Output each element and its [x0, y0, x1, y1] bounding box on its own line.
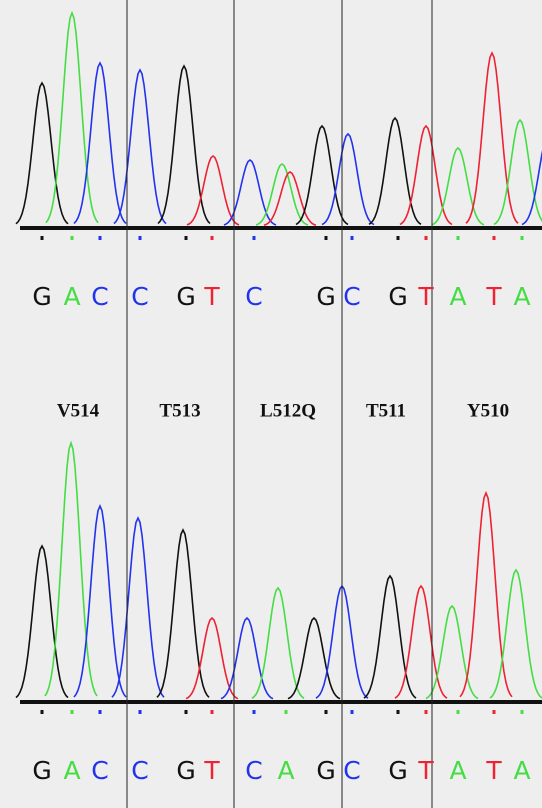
- base-call: C: [343, 282, 360, 311]
- call-tick: [457, 236, 460, 240]
- base-call: C: [91, 282, 108, 311]
- codon-label: V514: [57, 400, 100, 421]
- base-call: G: [176, 282, 195, 311]
- call-tick: [71, 236, 74, 240]
- base-call: A: [277, 756, 294, 785]
- call-tick: [211, 236, 214, 240]
- call-tick: [351, 710, 354, 714]
- base-call: T: [485, 756, 502, 785]
- call-tick: [521, 236, 524, 240]
- base-call: A: [449, 756, 466, 785]
- base-call: G: [388, 756, 407, 785]
- base-call: A: [513, 756, 530, 785]
- codon-label: T511: [366, 400, 406, 421]
- base-call: G: [32, 756, 51, 785]
- call-tick: [185, 710, 188, 714]
- call-tick: [139, 236, 142, 240]
- call-tick: [253, 710, 256, 714]
- base-call: C: [91, 756, 108, 785]
- call-tick: [41, 710, 44, 714]
- call-tick: [325, 710, 328, 714]
- base-call: T: [417, 282, 434, 311]
- base-call: G: [176, 756, 195, 785]
- base-call: C: [245, 756, 262, 785]
- base-call: A: [63, 282, 80, 311]
- call-tick: [521, 710, 524, 714]
- base-call: T: [417, 756, 434, 785]
- base-call: T: [203, 282, 220, 311]
- base-call: T: [485, 282, 502, 311]
- base-call: G: [316, 282, 335, 311]
- call-tick: [397, 236, 400, 240]
- call-tick: [253, 236, 256, 240]
- call-tick: [99, 710, 102, 714]
- base-call: A: [513, 282, 530, 311]
- call-tick: [351, 236, 354, 240]
- base-call: G: [388, 282, 407, 311]
- codon-label: L512Q: [260, 400, 316, 421]
- base-call: C: [245, 282, 262, 311]
- base-call: C: [131, 756, 148, 785]
- base-call: A: [449, 282, 466, 311]
- call-tick: [99, 236, 102, 240]
- chromatogram-figure: GACCGTCGCGTATAGACCGTCAGCGTATAV514T513L51…: [0, 0, 542, 808]
- call-tick: [325, 236, 328, 240]
- codon-label: T513: [159, 400, 200, 421]
- base-call: C: [343, 756, 360, 785]
- call-tick: [41, 236, 44, 240]
- call-tick: [493, 236, 496, 240]
- base-call: A: [63, 756, 80, 785]
- call-tick: [185, 236, 188, 240]
- base-call: C: [131, 282, 148, 311]
- base-call: T: [203, 756, 220, 785]
- call-tick: [493, 710, 496, 714]
- call-tick: [71, 710, 74, 714]
- call-tick: [139, 710, 142, 714]
- call-tick: [425, 710, 428, 714]
- call-tick: [457, 710, 460, 714]
- call-tick: [397, 710, 400, 714]
- call-tick: [285, 710, 288, 714]
- call-tick: [211, 710, 214, 714]
- call-tick: [425, 236, 428, 240]
- base-call: G: [316, 756, 335, 785]
- codon-label: Y510: [467, 400, 509, 421]
- base-call: G: [32, 282, 51, 311]
